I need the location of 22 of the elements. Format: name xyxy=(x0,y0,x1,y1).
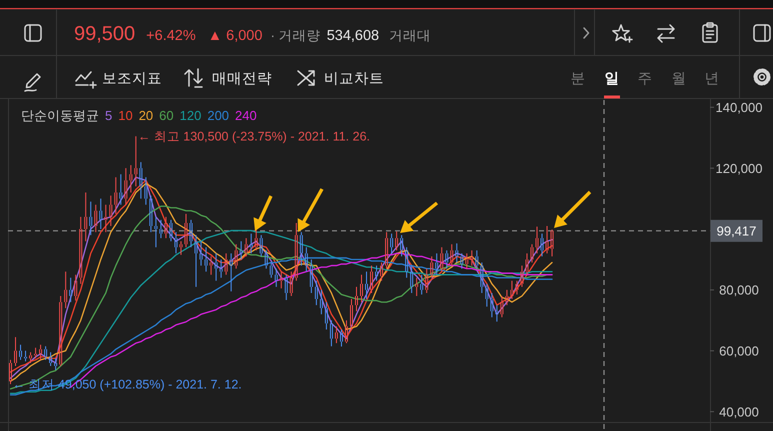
text: 99,500 xyxy=(74,23,136,45)
text: 거래대 xyxy=(389,28,432,43)
text: 분 xyxy=(570,71,586,87)
text: 월 xyxy=(672,71,686,87)
y-tick-label: 99,417 xyxy=(716,223,756,238)
y-tick-label: 120,000 xyxy=(716,160,762,176)
y-tick-label: 60,000 xyxy=(719,343,759,358)
y-tick-label: 140,000 xyxy=(716,100,762,115)
text: ▲ 6,000 xyxy=(208,28,262,44)
text: 년 xyxy=(704,71,720,87)
text: 보조지표 xyxy=(102,71,162,87)
text: 매매전략 xyxy=(212,71,272,87)
y-tick-label: 80,000 xyxy=(719,282,759,298)
text: · 거래량 xyxy=(270,28,321,43)
annotation: ← 최고 130,500 (-23.75%) - 2021. 11. 26. xyxy=(138,130,370,144)
text: +6.42% xyxy=(146,28,196,44)
text: 주 xyxy=(638,71,652,87)
text: 일 xyxy=(604,71,620,87)
text: 비교차트 xyxy=(324,71,384,87)
text: 534,608 xyxy=(326,28,380,44)
legend: 단순이동평균 5 10 20 60 120 200 240 xyxy=(21,108,257,123)
y-tick-label: 40,000 xyxy=(719,404,759,420)
